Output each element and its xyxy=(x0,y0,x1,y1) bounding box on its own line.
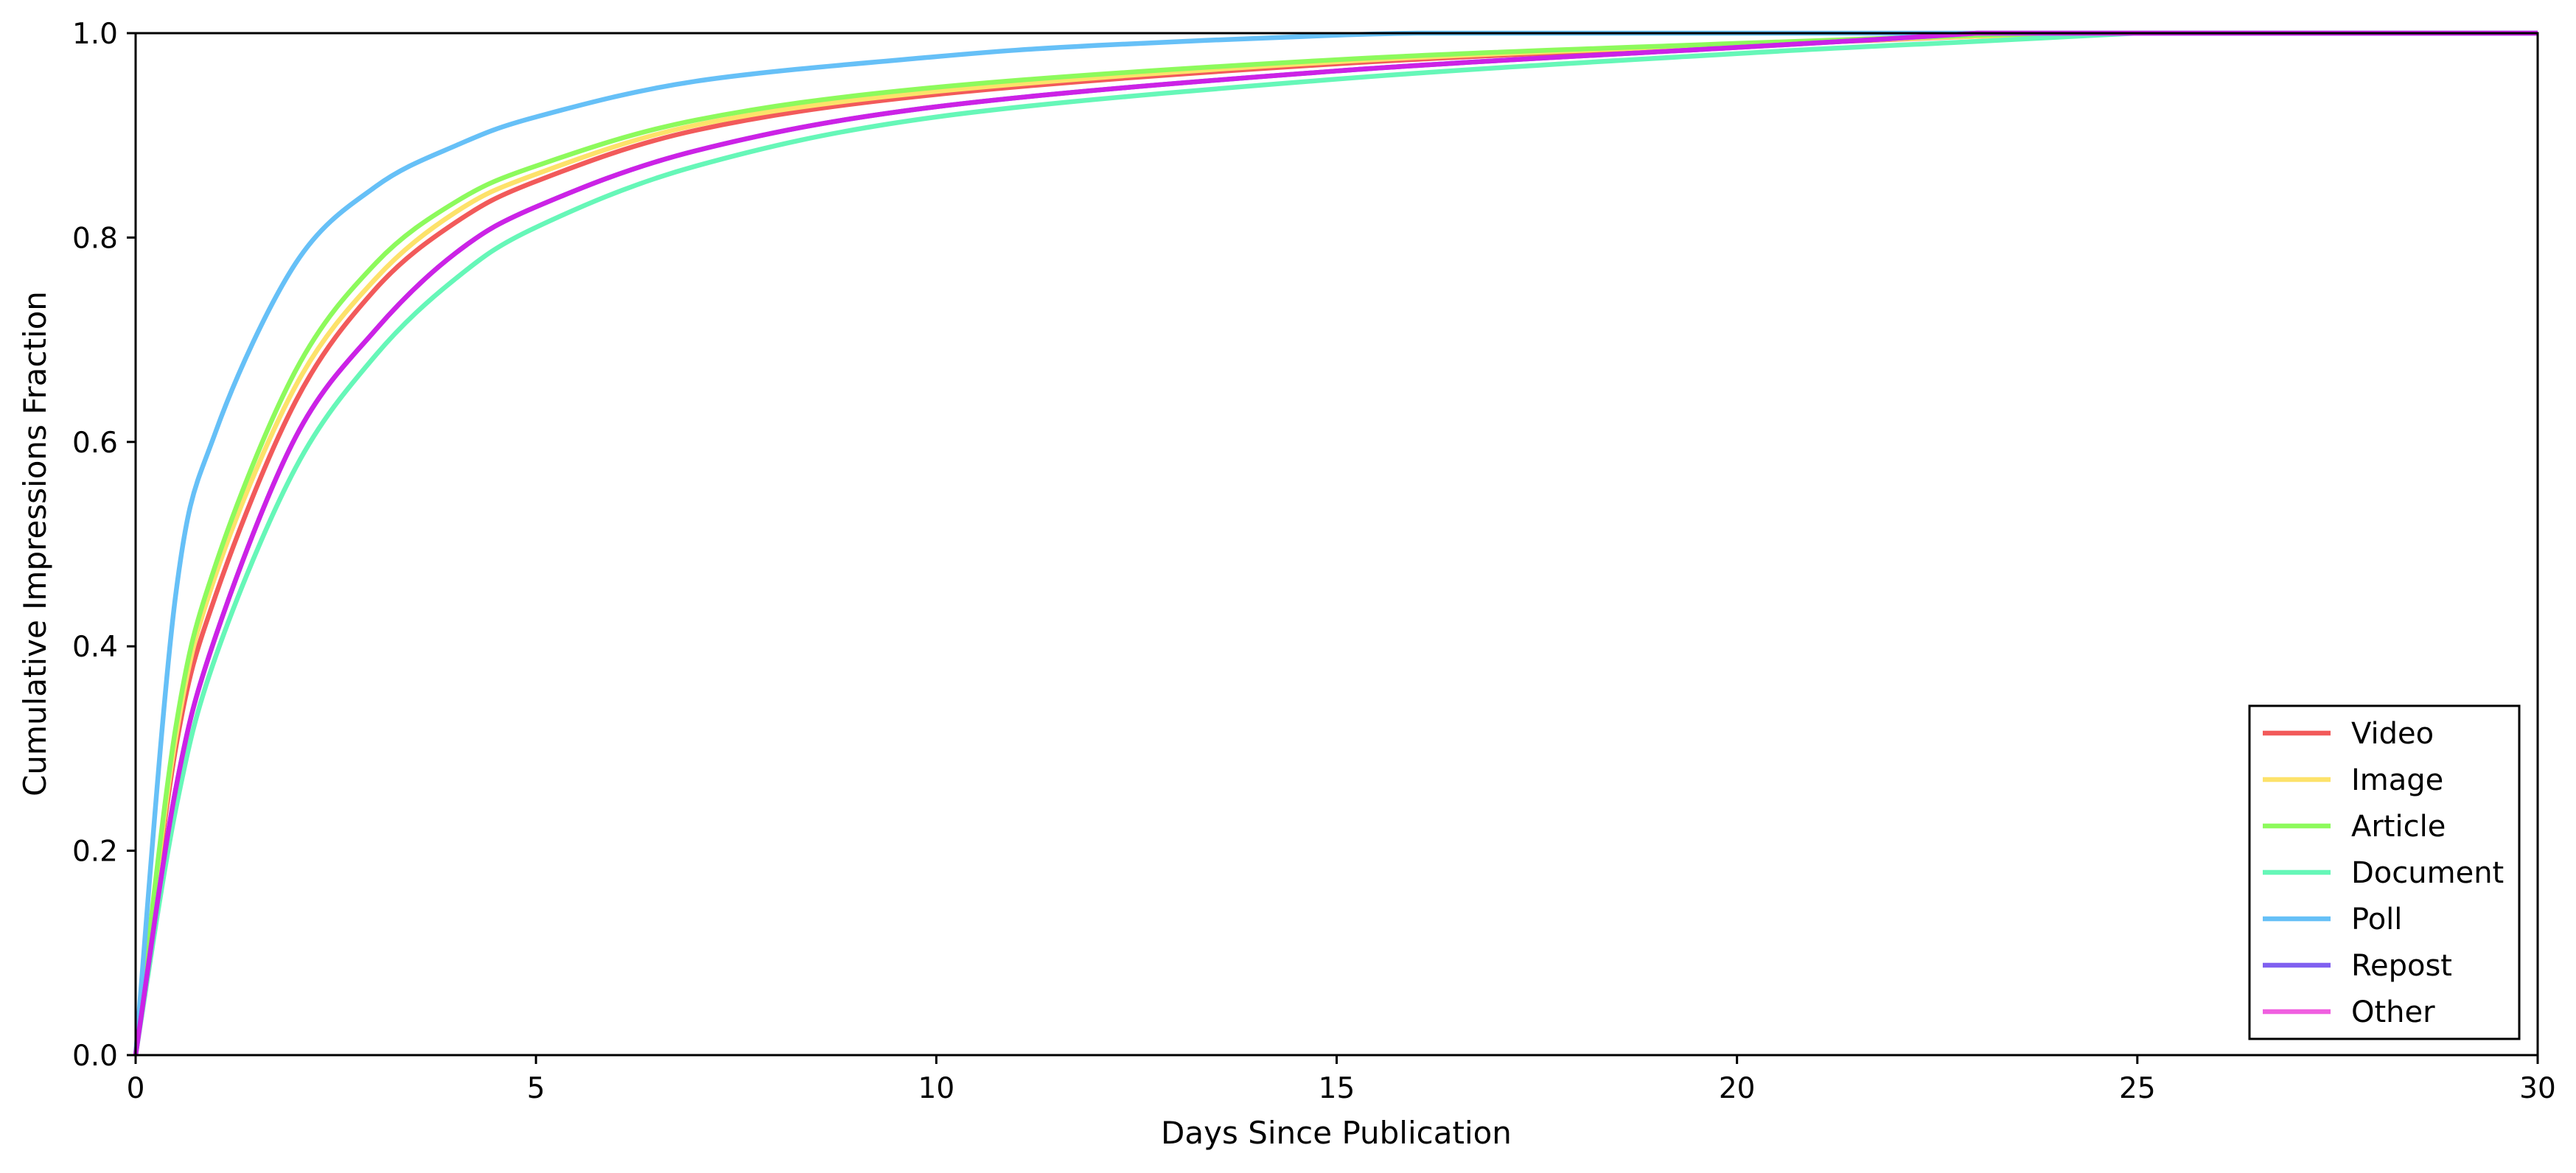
plot-lines xyxy=(133,30,2538,1056)
legend-label-video: Video xyxy=(2351,717,2434,751)
x-axis-label: Days Since Publication xyxy=(1161,1115,1512,1151)
legend-label-other: Other xyxy=(2351,995,2435,1029)
legend-label-repost: Repost xyxy=(2351,949,2452,983)
legend-label-document: Document xyxy=(2351,856,2504,890)
series-line-other xyxy=(133,30,2538,1056)
series-line-video xyxy=(133,30,2538,1056)
x-tick-label: 10 xyxy=(918,1072,955,1105)
x-tick-label: 20 xyxy=(1719,1072,1756,1105)
x-tick-label: 25 xyxy=(2119,1072,2156,1105)
series-line-article xyxy=(133,30,2538,1056)
y-tick-label: 1.0 xyxy=(72,18,118,51)
legend: Video Image Article Document Poll Repost Other xyxy=(2248,704,2521,1040)
y-tick-label: 0.0 xyxy=(72,1040,118,1073)
series-line-document xyxy=(133,30,2538,1056)
plot-frame xyxy=(134,32,2539,1057)
x-axis-ticks: 0 5 10 15 20 25 30 xyxy=(127,1055,2556,1105)
legend-label-article: Article xyxy=(2351,810,2446,844)
y-tick-label: 0.2 xyxy=(72,836,118,869)
series-line-image xyxy=(133,30,2538,1056)
y-axis-ticks: 0.0 0.2 0.4 0.6 0.8 1.0 xyxy=(72,18,136,1073)
y-axis-label: Cumulative Impressions Fraction xyxy=(17,291,53,796)
legend-label-poll: Poll xyxy=(2351,903,2402,936)
y-tick-label: 0.6 xyxy=(72,427,118,460)
series-line-repost xyxy=(133,30,2538,1056)
x-tick-label: 5 xyxy=(527,1072,545,1105)
y-tick-label: 0.4 xyxy=(72,631,118,664)
series-line-poll xyxy=(133,30,2538,1056)
x-tick-label: 30 xyxy=(2519,1072,2556,1105)
x-tick-label: 0 xyxy=(127,1072,145,1105)
y-tick-label: 0.8 xyxy=(72,222,118,255)
legend-label-image: Image xyxy=(2351,763,2443,797)
x-tick-label: 15 xyxy=(1319,1072,1355,1105)
